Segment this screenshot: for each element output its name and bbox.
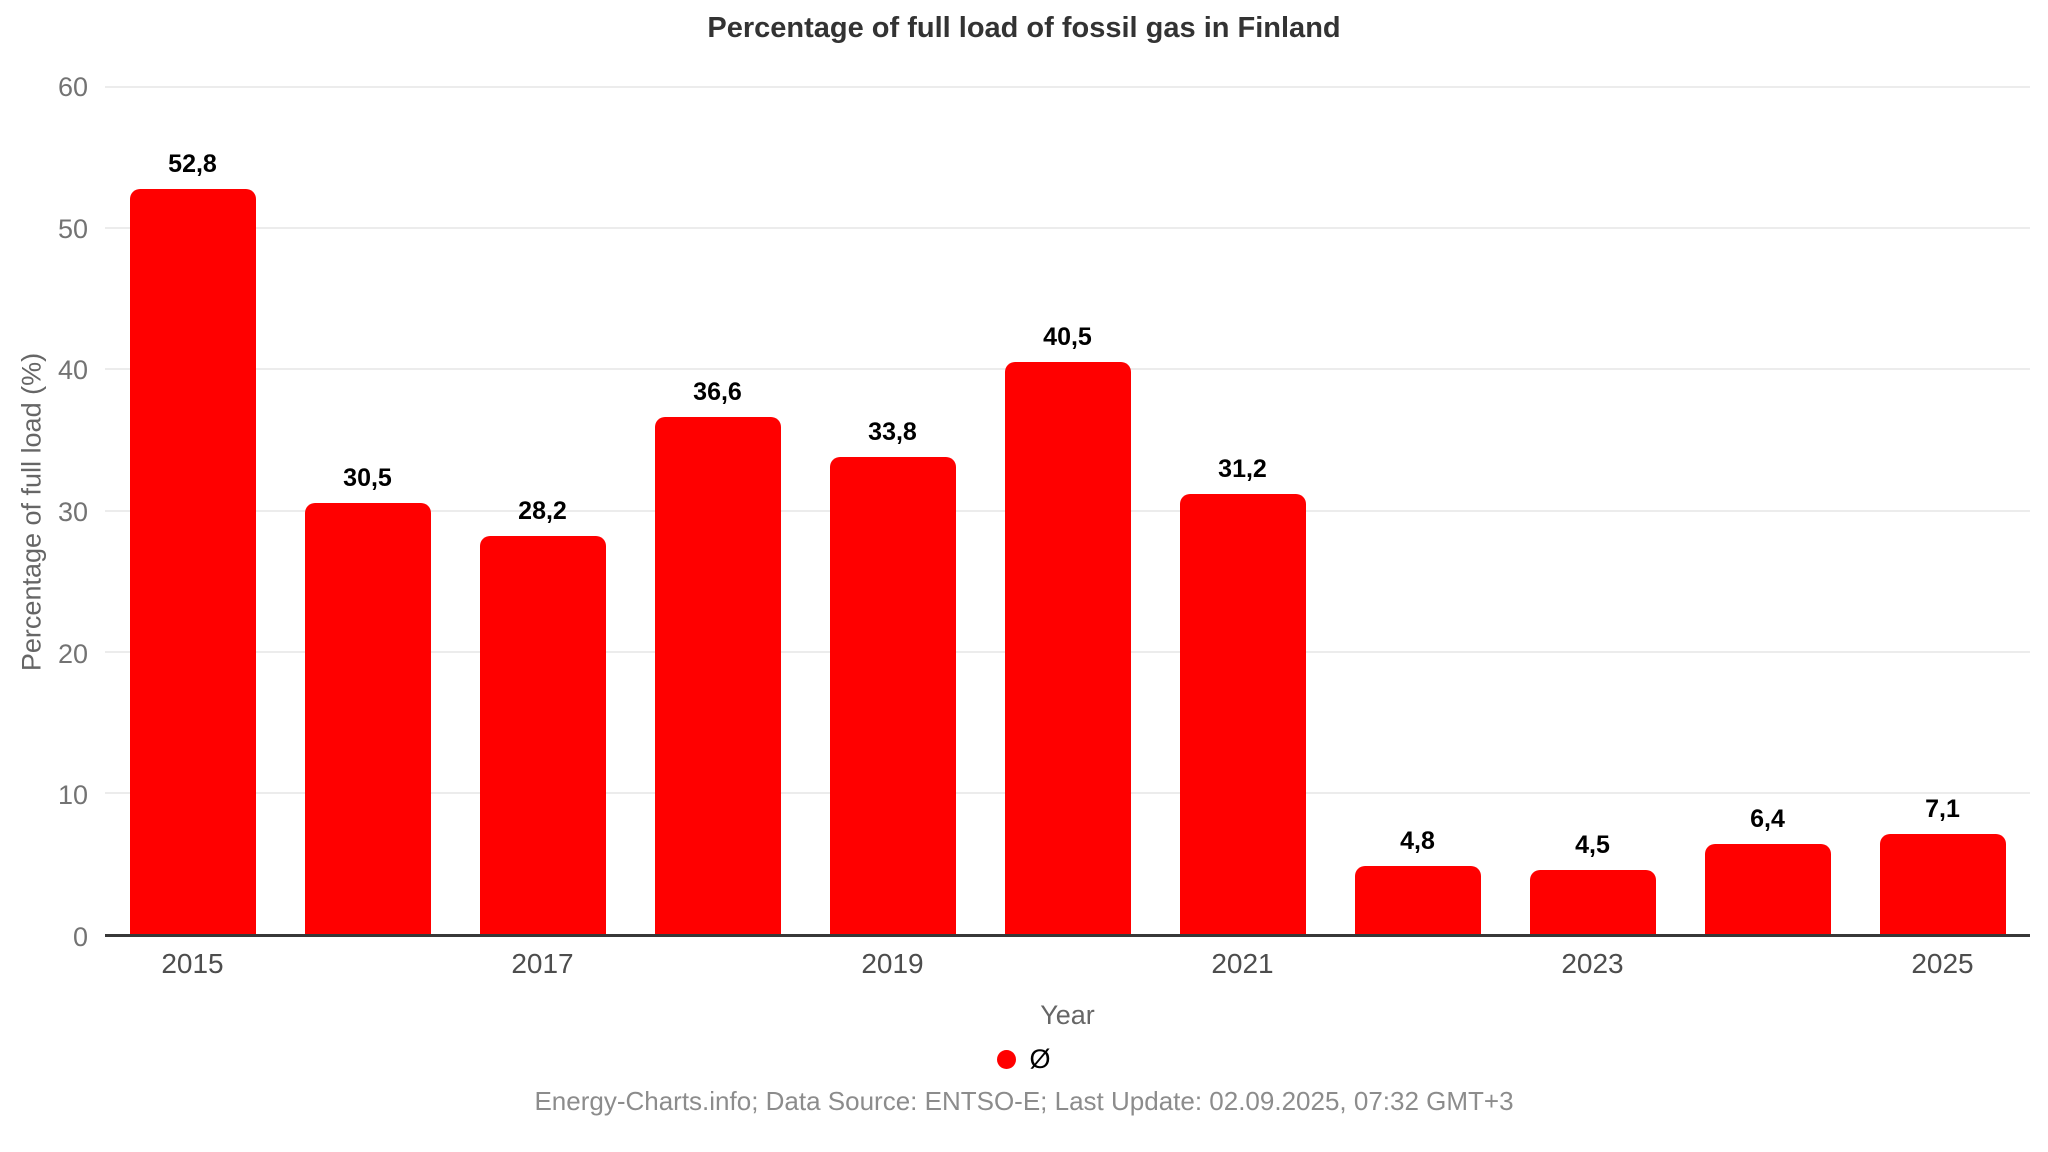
bar-slot-6: 31,2 — [1155, 87, 1330, 934]
bar-9[interactable] — [1704, 843, 1831, 934]
bar-value-label-4: 33,8 — [868, 417, 917, 446]
y-tick-label-50: 50 — [57, 213, 88, 244]
bar-5[interactable] — [1004, 362, 1131, 934]
bar-value-label-2: 28,2 — [518, 496, 567, 525]
y-axis-ticks: 0 10 20 30 40 50 60 — [0, 72, 88, 952]
gridline-y-60 — [105, 86, 2030, 88]
x-tick-label-2023: 2023 — [1561, 948, 1624, 979]
x-tick-label-2021: 2021 — [1211, 948, 1274, 979]
bar-slot-7: 4,8 — [1330, 87, 1505, 934]
bar-value-label-8: 4,5 — [1575, 831, 1610, 860]
x-axis-title: Year — [1040, 1000, 1095, 1030]
bar-value-label-0: 52,8 — [168, 149, 217, 178]
bar-slot-9: 6,4 — [1680, 87, 1855, 934]
chart-title: Percentage of full load of fossil gas in… — [707, 12, 1341, 44]
bar-slot-2: 28,2 — [455, 87, 630, 934]
x-tick-slot-1 — [280, 948, 455, 980]
y-tick-label-30: 30 — [57, 497, 88, 527]
bar-value-label-10: 7,1 — [1925, 794, 1960, 823]
bar-4[interactable] — [829, 456, 956, 934]
bar-value-label-3: 36,6 — [693, 378, 742, 407]
x-axis-ticks: 2015 2017 2019 2021 2023 2025 — [105, 948, 2030, 980]
x-tick-slot-9 — [1680, 948, 1855, 980]
attribution-footer: Energy-Charts.info; Data Source: ENTSO-E… — [534, 1086, 1514, 1116]
bar-series: 52,8 30,5 28,2 36,6 33,8 40,5 31,2 4,8 4,5 6,4 7,1 — [105, 87, 2030, 934]
bar-slot-3: 36,6 — [630, 87, 805, 934]
y-tick-label-10: 10 — [57, 780, 88, 811]
legend[interactable]: Ø — [0, 1044, 2048, 1075]
bar-value-label-7: 4,8 — [1400, 827, 1435, 856]
bar-slot-8: 4,5 — [1505, 87, 1680, 934]
y-tick-label-60: 60 — [57, 72, 88, 102]
y-tick-label-0: 0 — [72, 922, 88, 952]
bar-2[interactable] — [479, 535, 606, 934]
legend-label: Ø — [1029, 1044, 1051, 1074]
x-tick-slot-3 — [630, 948, 805, 980]
bar-10[interactable] — [1879, 833, 2006, 934]
y-tick-label-20: 20 — [57, 638, 88, 669]
bar-slot-1: 30,5 — [280, 87, 455, 934]
bar-value-label-5: 40,5 — [1043, 323, 1092, 352]
legend-marker-dot — [997, 1050, 1017, 1069]
plot-area: 52,8 30,5 28,2 36,6 33,8 40,5 31,2 4,8 4,5 6,4 7,1 — [105, 86, 2030, 937]
bar-6[interactable] — [1179, 493, 1306, 934]
x-tick-label-2019: 2019 — [861, 948, 924, 979]
bar-value-label-6: 31,2 — [1218, 454, 1267, 483]
x-tick-label-2025: 2025 — [1911, 948, 1974, 979]
bar-value-label-1: 30,5 — [343, 464, 392, 493]
bar-slot-4: 33,8 — [805, 87, 980, 934]
x-tick-label-2017: 2017 — [511, 948, 574, 979]
bar-slot-5: 40,5 — [980, 87, 1155, 934]
bar-value-label-9: 6,4 — [1750, 804, 1785, 833]
x-tick-slot-5 — [980, 948, 1155, 980]
gridline-y-50 — [105, 227, 2030, 230]
bar-slot-0: 52,8 — [105, 87, 280, 934]
bar-slot-10: 7,1 — [1855, 87, 2030, 934]
x-tick-label-2015: 2015 — [161, 948, 224, 979]
bar-7[interactable] — [1354, 866, 1481, 934]
bar-3[interactable] — [654, 417, 781, 934]
bar-0[interactable] — [129, 188, 256, 934]
y-tick-label-40: 40 — [57, 355, 88, 386]
x-tick-slot-7 — [1330, 948, 1505, 980]
bar-8[interactable] — [1529, 870, 1656, 934]
bar-1[interactable] — [304, 503, 431, 934]
